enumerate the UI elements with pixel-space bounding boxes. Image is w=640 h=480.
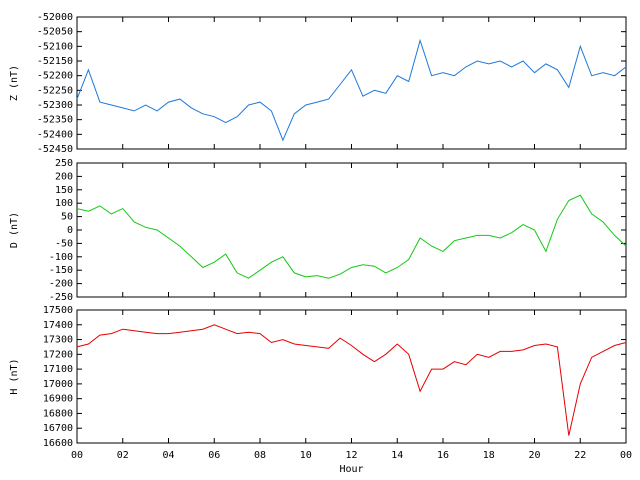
x-tick-label: 22 [574,450,586,461]
y-tick-label: 16800 [43,408,73,419]
y-tick-label: 17000 [43,379,73,390]
x-tick-label: 04 [162,450,174,461]
y-tick-label: 17100 [43,364,73,375]
data-line [76,324,627,436]
x-tick-label: 08 [254,450,266,461]
y-tick-label: 17400 [43,320,73,331]
y-tick-label: -250 [49,292,73,303]
y-tick-label: 17200 [43,349,73,360]
data-line [76,38,627,142]
y-tick-label: -52150 [37,56,73,67]
y-tick-label: -52100 [37,41,73,52]
y-tick-label: -52050 [37,27,73,38]
x-tick-label: 20 [528,450,540,461]
x-axis-label: Hour [339,464,363,475]
x-tick-label: 06 [208,450,220,461]
y-tick-label: -52350 [37,115,73,126]
y-tick-label: -52250 [37,85,73,96]
y-tick-label: 50 [61,212,73,223]
y-tick-label: 16600 [43,438,73,449]
y-tick-label: 17500 [43,305,73,316]
x-tick-label: 16 [437,450,449,461]
y-tick-label: 250 [55,158,73,169]
y-tick-label: -200 [49,279,73,290]
plot-frame [76,309,627,444]
y-tick-label: 0 [67,225,73,236]
y-axis-label: Z (nT) [9,65,20,101]
y-tick-label: -52300 [37,100,73,111]
x-tick-label: 12 [345,450,357,461]
y-tick-label: -52200 [37,71,73,82]
data-line [76,194,627,279]
x-tick-label: 00 [620,450,632,461]
y-tick-label: 150 [55,185,73,196]
x-tick-label: 14 [391,450,403,461]
y-tick-label: -50 [55,238,73,249]
y-axis-label: D (nT) [9,212,20,248]
y-tick-label: -52000 [37,12,73,23]
y-tick-label: 17300 [43,335,73,346]
y-tick-label: -52400 [37,129,73,140]
y-tick-label: 16700 [43,423,73,434]
x-tick-label: 00 [71,450,83,461]
y-axis-label: H (nT) [9,358,20,394]
y-tick-label: 200 [55,171,73,182]
plot-frame [76,162,627,298]
y-tick-label: -150 [49,265,73,276]
plot-frame [76,16,627,150]
y-tick-label: -52450 [37,144,73,155]
y-tick-label: -100 [49,252,73,263]
y-tick-label: 100 [55,198,73,209]
y-tick-label: 16900 [43,394,73,405]
x-tick-label: 18 [483,450,495,461]
x-tick-label: 10 [300,450,312,461]
x-tick-label: 02 [117,450,129,461]
